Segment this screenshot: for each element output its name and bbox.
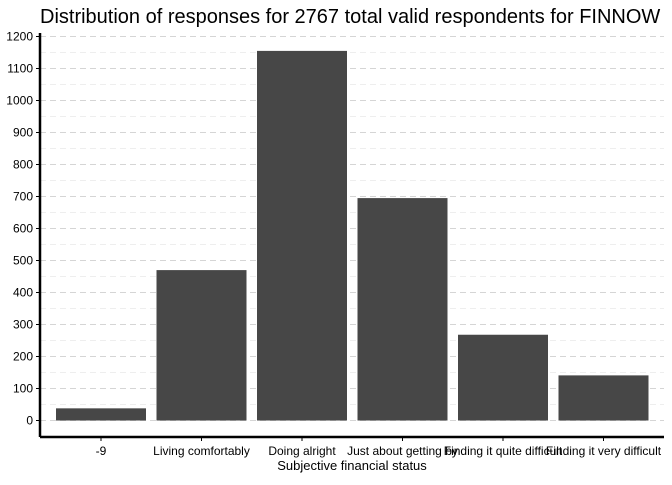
x-axis-ticks: -9 Living comfortably Doing alright Just ab…	[96, 437, 662, 458]
y-tick-label: 100	[13, 382, 33, 396]
x-axis-title: Subjective financial status	[277, 458, 427, 473]
y-tick-label: 1200	[6, 30, 33, 44]
gridlines	[40, 36, 664, 421]
x-tick-label: Finding it quite difficult	[444, 444, 563, 458]
chart-title: Distribution of responses for 2767 total…	[40, 6, 660, 28]
y-tick-label: 400	[13, 286, 33, 300]
bar-5	[558, 375, 649, 421]
y-tick-label: 800	[13, 158, 33, 172]
bars	[56, 50, 649, 421]
y-tick-label: 300	[13, 318, 33, 332]
bar-0	[56, 408, 146, 421]
y-tick-label: 600	[13, 222, 33, 236]
y-tick-label: 0	[26, 414, 33, 428]
bar-4	[458, 334, 548, 421]
x-tick-label: -9	[96, 444, 107, 458]
y-tick-label: 900	[13, 126, 33, 140]
y-tick-label: 1000	[6, 94, 33, 108]
x-tick-label: Finding it very difficult	[546, 444, 662, 458]
x-tick-label: Doing alright	[268, 444, 336, 458]
y-axis-ticks: 0 100 200 300 400 500 600 700 800 900 1000 1100 1200	[6, 30, 40, 428]
bar-2	[257, 50, 347, 421]
bar-3	[357, 198, 448, 421]
y-tick-label: 200	[13, 350, 33, 364]
x-tick-label: Just about getting by	[347, 444, 458, 458]
y-tick-label: 700	[13, 190, 33, 204]
bar-1	[156, 270, 247, 421]
y-tick-label: 1100	[7, 62, 33, 76]
y-tick-label: 500	[13, 254, 33, 268]
x-tick-label: Living comfortably	[153, 444, 250, 458]
